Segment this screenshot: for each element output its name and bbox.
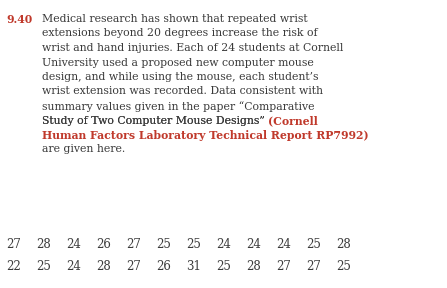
Text: 26: 26 xyxy=(96,238,111,251)
Text: wrist extension was recorded. Data consistent with: wrist extension was recorded. Data consi… xyxy=(42,86,323,96)
Text: wrist and hand injuries. Each of 24 students at Cornell: wrist and hand injuries. Each of 24 stud… xyxy=(42,43,343,53)
Text: 25: 25 xyxy=(216,260,231,273)
Text: 27: 27 xyxy=(126,238,141,251)
Text: summary values given in the paper “Comparative: summary values given in the paper “Compa… xyxy=(42,101,315,112)
Text: 27: 27 xyxy=(6,238,21,251)
Text: 24: 24 xyxy=(216,238,231,251)
Text: 24: 24 xyxy=(66,260,81,273)
Text: 26: 26 xyxy=(156,260,171,273)
Text: 28: 28 xyxy=(336,238,351,251)
Text: extensions beyond 20 degrees increase the risk of: extensions beyond 20 degrees increase th… xyxy=(42,29,318,39)
Text: 31: 31 xyxy=(186,260,201,273)
Text: 28: 28 xyxy=(246,260,261,273)
Text: 24: 24 xyxy=(276,238,291,251)
Text: 24: 24 xyxy=(66,238,81,251)
Text: (Cornell: (Cornell xyxy=(268,115,318,126)
Text: 22: 22 xyxy=(6,260,21,273)
Text: 9.40: 9.40 xyxy=(6,14,32,25)
Text: are given here.: are given here. xyxy=(42,145,125,154)
Text: Study of Two Computer Mouse Designs”: Study of Two Computer Mouse Designs” xyxy=(42,115,268,126)
Text: 24: 24 xyxy=(246,238,261,251)
Text: 25: 25 xyxy=(306,238,321,251)
Text: design, and while using the mouse, each student’s: design, and while using the mouse, each … xyxy=(42,72,319,82)
Text: 28: 28 xyxy=(36,238,51,251)
Text: 27: 27 xyxy=(276,260,291,273)
Text: Medical research has shown that repeated wrist: Medical research has shown that repeated… xyxy=(42,14,308,24)
Text: Study of Two Computer Mouse Designs”: Study of Two Computer Mouse Designs” xyxy=(42,115,268,126)
Text: 27: 27 xyxy=(306,260,321,273)
Text: 25: 25 xyxy=(336,260,351,273)
Text: 28: 28 xyxy=(96,260,111,273)
Text: 25: 25 xyxy=(186,238,201,251)
Text: 27: 27 xyxy=(126,260,141,273)
Text: University used a proposed new computer mouse: University used a proposed new computer … xyxy=(42,58,314,67)
Text: 25: 25 xyxy=(36,260,51,273)
Text: 25: 25 xyxy=(156,238,171,251)
Text: Human Factors Laboratory Technical Report RP7992): Human Factors Laboratory Technical Repor… xyxy=(42,130,369,141)
